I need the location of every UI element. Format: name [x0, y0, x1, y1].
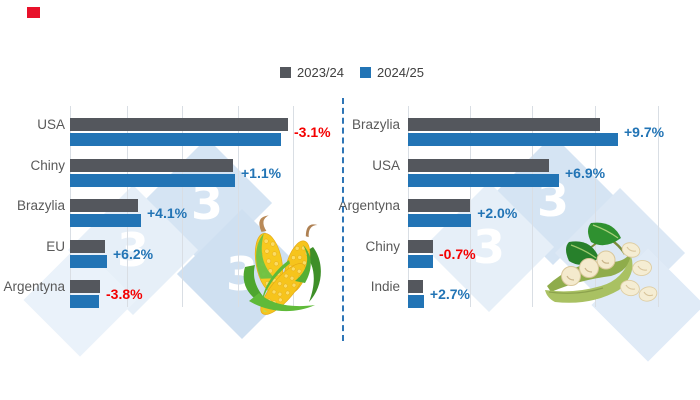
category-label: Indie	[370, 279, 400, 294]
category-label: Chiny	[30, 158, 65, 173]
watermark-digit: 3	[472, 220, 506, 274]
change-label: +9.7%	[624, 124, 665, 140]
legend-swatch-2024-25	[360, 67, 371, 78]
bar-2023-24	[70, 118, 288, 131]
legend-item-2023-24: 2023/24	[280, 65, 344, 80]
bar-2024-25	[70, 133, 281, 146]
bar-2024-25	[70, 255, 107, 268]
bar-2023-24	[70, 159, 233, 172]
category-label: Brazylia	[16, 198, 65, 213]
category-label: USA	[37, 117, 65, 132]
category-label: Argentyna	[338, 198, 400, 213]
gridline	[293, 106, 294, 307]
legend: 2023/24 2024/25	[280, 65, 424, 80]
change-label: -0.7%	[439, 246, 476, 262]
gridline	[182, 106, 183, 307]
category-label: EU	[46, 239, 65, 254]
category-label: Argentyna	[3, 279, 65, 294]
change-label: +6.2%	[113, 246, 154, 262]
watermark-digit: 3	[116, 223, 150, 277]
change-label: +4.1%	[147, 205, 188, 221]
gridline	[595, 106, 596, 307]
brand-mark	[27, 7, 40, 18]
legend-item-2024-25: 2024/25	[360, 65, 424, 80]
bar-2023-24	[408, 199, 470, 212]
gridline	[532, 106, 533, 307]
change-label: -3.1%	[294, 124, 331, 140]
bar-2023-24	[70, 280, 100, 293]
change-label: +2.7%	[429, 286, 470, 302]
change-label: +1.1%	[241, 165, 282, 181]
bar-2024-25	[408, 295, 424, 308]
change-label: -3.8%	[106, 286, 143, 302]
change-label: +2.0%	[477, 205, 518, 221]
legend-label-2023-24: 2023/24	[297, 65, 344, 80]
gridline	[470, 106, 471, 307]
bar-2023-24	[408, 280, 423, 293]
category-label: Brazylia	[351, 117, 400, 132]
bar-2024-25	[70, 295, 99, 308]
bar-2024-25	[408, 255, 433, 268]
bar-2023-24	[408, 118, 600, 131]
bar-2024-25	[70, 214, 141, 227]
bar-2024-25	[70, 174, 235, 187]
gridline	[658, 106, 659, 307]
bar-2024-25	[408, 214, 472, 227]
bar-2023-24	[408, 240, 433, 253]
legend-label-2024-25: 2024/25	[377, 65, 424, 80]
category-label: USA	[372, 158, 400, 173]
change-label: +6.9%	[565, 165, 606, 181]
legend-swatch-2023-24	[280, 67, 291, 78]
category-label: Chiny	[365, 239, 400, 254]
bar-2024-25	[408, 133, 618, 146]
gridline	[238, 106, 239, 307]
chart-divider	[342, 98, 344, 341]
bar-2023-24	[408, 159, 549, 172]
bar-2024-25	[408, 174, 559, 187]
bar-2023-24	[70, 240, 105, 253]
bar-2023-24	[70, 199, 138, 212]
